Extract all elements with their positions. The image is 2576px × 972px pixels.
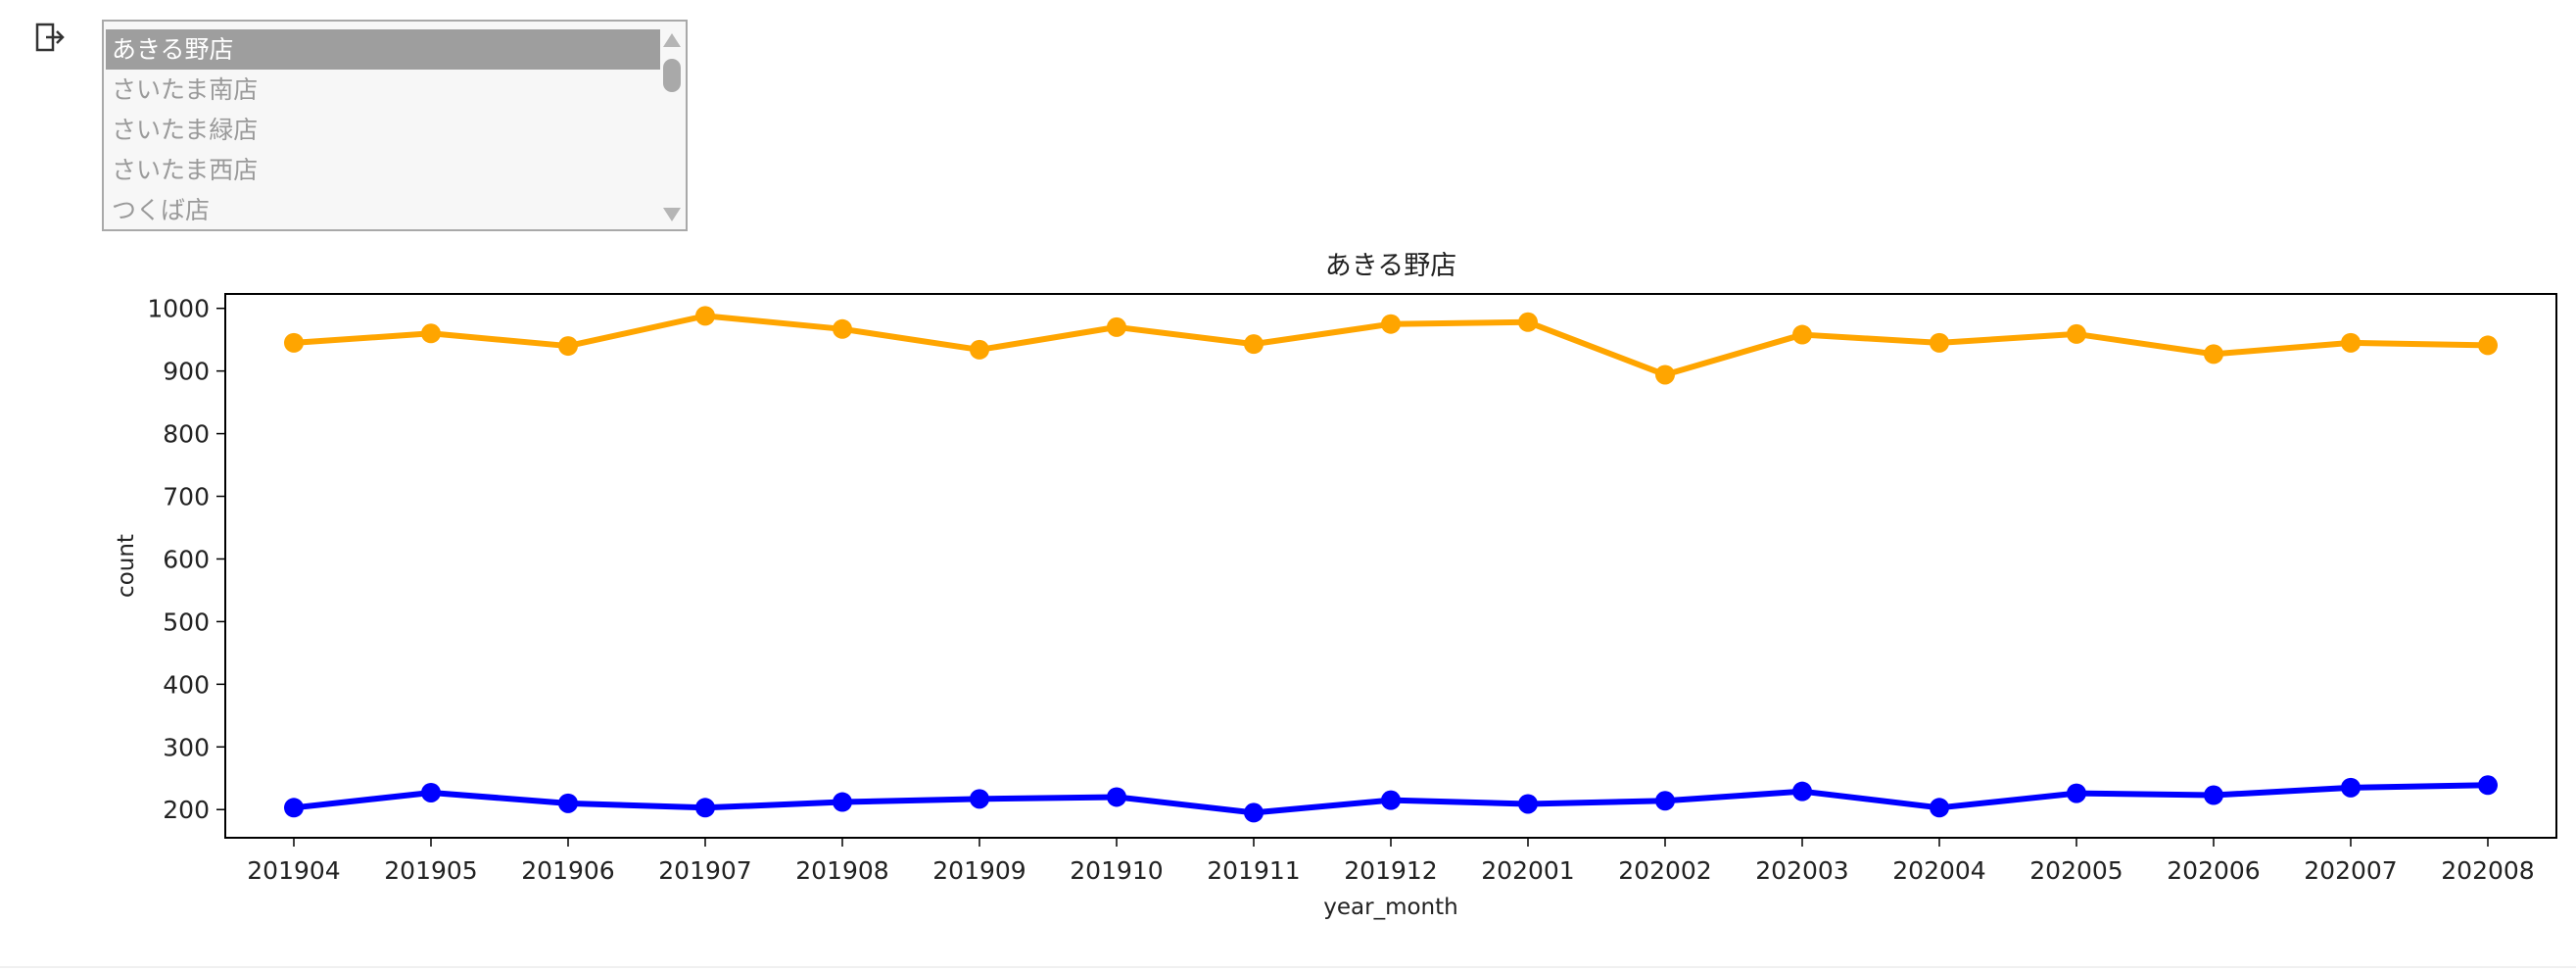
x-tick-label: 201904 bbox=[247, 856, 340, 885]
x-tick-label: 201907 bbox=[658, 856, 751, 885]
series-point-1 bbox=[421, 782, 441, 802]
x-tick-label: 201910 bbox=[1070, 856, 1163, 885]
store-option[interactable]: つくば店 bbox=[112, 196, 211, 224]
series-point-1 bbox=[2067, 783, 2086, 803]
x-tick-label: 201909 bbox=[932, 856, 1026, 885]
y-tick-label: 600 bbox=[163, 545, 210, 573]
series-point-1 bbox=[1107, 787, 1126, 807]
series-point-0 bbox=[1792, 324, 1812, 345]
y-tick-label: 700 bbox=[163, 483, 210, 511]
store-option[interactable]: さいたま緑店 bbox=[112, 116, 259, 144]
listbox-scrollbar[interactable] bbox=[658, 24, 684, 227]
y-tick-label: 300 bbox=[163, 733, 210, 761]
series-point-1 bbox=[1930, 798, 1949, 818]
series-point-0 bbox=[421, 323, 441, 344]
series-point-1 bbox=[284, 798, 304, 818]
series-point-1 bbox=[2341, 777, 2361, 798]
x-tick-label: 202001 bbox=[1481, 856, 1574, 885]
y-tick-label: 800 bbox=[163, 420, 210, 449]
x-tick-label: 202008 bbox=[2441, 856, 2534, 885]
store-option[interactable]: あきる野店 bbox=[106, 29, 660, 70]
series-point-1 bbox=[833, 792, 852, 812]
x-tick-label: 201912 bbox=[1344, 856, 1437, 885]
x-tick-label: 201908 bbox=[795, 856, 888, 885]
series-point-0 bbox=[1518, 312, 1538, 332]
series-point-0 bbox=[2341, 332, 2361, 353]
x-tick-label: 201911 bbox=[1207, 856, 1300, 885]
chart-title: あきる野店 bbox=[1325, 251, 1456, 281]
store-options: あきる野店さいたま南店 さいたま緑店 さいたま西店 つくば店 bbox=[106, 29, 660, 230]
y-tick-label: 900 bbox=[163, 358, 210, 386]
series-point-1 bbox=[1244, 802, 1264, 823]
series-point-0 bbox=[695, 306, 715, 326]
x-tick-label: 202004 bbox=[1892, 856, 1985, 885]
y-tick-label: 1000 bbox=[147, 295, 210, 323]
series-point-1 bbox=[2478, 775, 2498, 796]
x-tick-label: 201906 bbox=[521, 856, 614, 885]
series-point-0 bbox=[1655, 364, 1675, 385]
y-tick-label: 500 bbox=[163, 608, 210, 636]
series-point-1 bbox=[2204, 785, 2223, 805]
plot-frame bbox=[224, 293, 2557, 839]
series-point-1 bbox=[1655, 791, 1675, 811]
scroll-thumb[interactable] bbox=[663, 59, 681, 92]
series-point-0 bbox=[970, 339, 989, 360]
x-axis-label: year_month bbox=[1323, 895, 1457, 920]
line-chart: あきる野店 200 300 400 500 600 700 800 900 1000 201904 2… bbox=[114, 251, 2557, 920]
series-point-1 bbox=[695, 798, 715, 818]
series-point-0 bbox=[1381, 314, 1401, 334]
x-tick-label: 202007 bbox=[2304, 856, 2397, 885]
series-point-1 bbox=[558, 793, 578, 813]
x-tick-label: 201905 bbox=[384, 856, 477, 885]
series-point-1 bbox=[970, 789, 989, 809]
series-point-0 bbox=[833, 318, 852, 339]
x-tick-label: 202006 bbox=[2167, 856, 2260, 885]
store-option[interactable]: さいたま南店 bbox=[112, 75, 259, 104]
series-point-0 bbox=[2067, 323, 2086, 344]
series-point-0 bbox=[1107, 316, 1126, 337]
series-point-0 bbox=[2478, 335, 2498, 356]
x-tick-label: 202005 bbox=[2029, 856, 2123, 885]
scroll-down-arrow-icon[interactable] bbox=[663, 208, 681, 221]
series-point-0 bbox=[1244, 334, 1264, 355]
x-tick-label: 202003 bbox=[1755, 856, 1848, 885]
store-select-listbox[interactable]: あきる野店さいたま南店 さいたま緑店 さいたま西店 つくば店 bbox=[102, 20, 688, 231]
series-point-1 bbox=[1381, 790, 1401, 810]
output-arrow-icon[interactable] bbox=[33, 22, 67, 55]
series-point-0 bbox=[1930, 332, 1949, 353]
scroll-up-arrow-icon[interactable] bbox=[663, 33, 681, 47]
series-point-0 bbox=[558, 336, 578, 357]
output-divider bbox=[0, 966, 2576, 968]
x-tick-label: 202002 bbox=[1618, 856, 1711, 885]
y-axis-label: count bbox=[114, 534, 139, 598]
y-tick-label: 200 bbox=[163, 796, 210, 824]
series-point-1 bbox=[1518, 794, 1538, 814]
series-point-1 bbox=[1792, 781, 1812, 802]
y-tick-label: 400 bbox=[163, 670, 210, 699]
store-option[interactable]: さいたま西店 bbox=[112, 156, 259, 184]
series-point-0 bbox=[2204, 344, 2223, 364]
series-point-0 bbox=[284, 332, 304, 353]
